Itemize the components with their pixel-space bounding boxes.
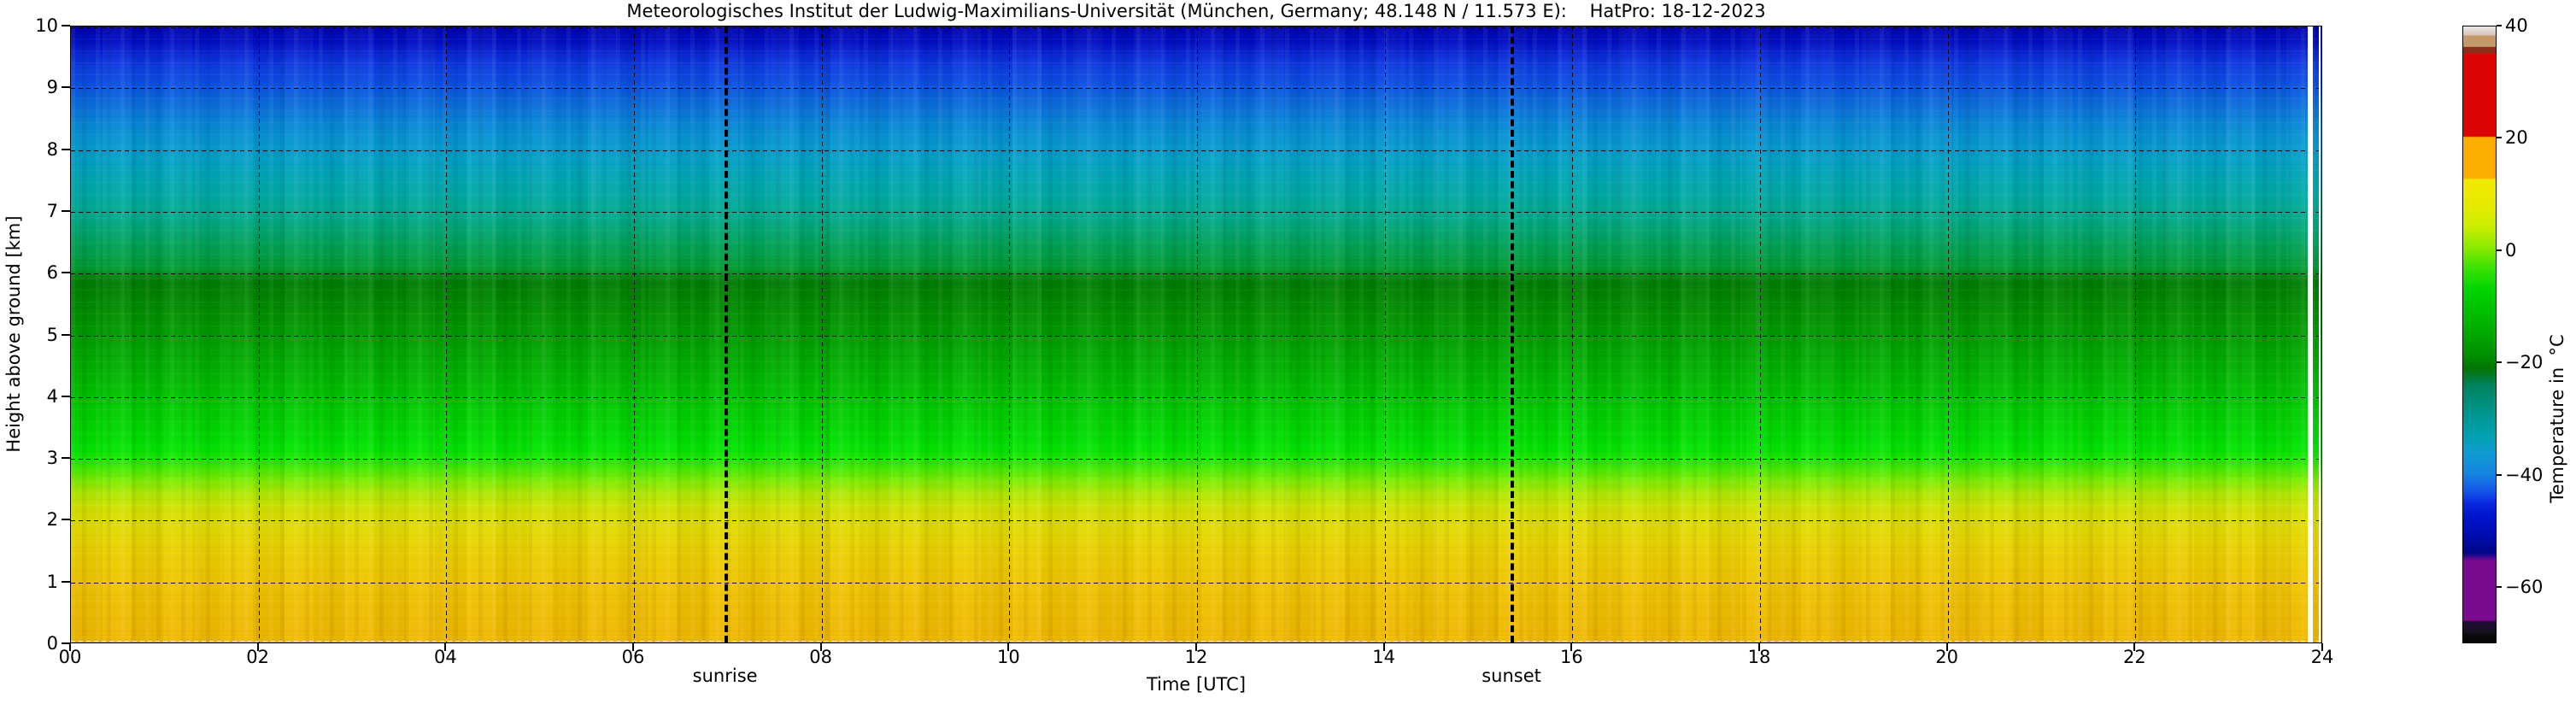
gridline-14h [1384, 26, 1386, 642]
cbar-tick-label--20: −20 [2505, 352, 2544, 373]
cbar-tick-0 [2497, 249, 2502, 251]
x-tick-label-24: 24 [2310, 647, 2334, 667]
y-axis-label: Height above ground [km] [3, 215, 24, 453]
cbar-tick-label-0: 0 [2505, 239, 2517, 261]
gridline-2h [258, 26, 260, 642]
gridline-10km [71, 27, 2321, 28]
y-tick-label-6km: 6 [46, 262, 58, 284]
cbar-tick-label-20: 20 [2505, 127, 2528, 149]
y-tick-4km [62, 395, 70, 397]
x-axis-label: Time [UTC] [1146, 674, 1247, 695]
gridline-12h [1197, 26, 1198, 642]
cbar-tick-40 [2497, 25, 2502, 26]
chart-title: Meteorologisches Institut der Ludwig-Max… [626, 1, 1766, 21]
colorbar-label: Temperature in °C [2547, 334, 2567, 503]
x-tick-label-22: 22 [2122, 647, 2146, 667]
x-tick-label-16: 16 [1559, 647, 1583, 667]
x-tick-label-04: 04 [433, 647, 457, 667]
cbar-tick-label-40: 40 [2505, 15, 2528, 36]
x-tick-14 [1382, 643, 1385, 651]
y-tick-2km [62, 519, 70, 521]
x-tick-00 [69, 643, 71, 651]
x-tick-02 [256, 643, 259, 651]
cbar-tick--20 [2497, 361, 2502, 364]
data-gap-stripe [2319, 26, 2321, 642]
gridline-3km [71, 459, 2321, 461]
cbar-tick--40 [2497, 473, 2502, 476]
sunrise-annotation-label: sunrise [692, 666, 758, 686]
gridline-1km [71, 582, 2321, 584]
gridline-7km [71, 211, 2321, 213]
x-tick-label-00: 00 [58, 647, 82, 667]
heatmap-row-noise [71, 26, 2321, 642]
x-tick-label-14: 14 [1372, 647, 1396, 667]
y-tick-label-5km: 5 [46, 324, 58, 345]
gridline-9km [71, 88, 2321, 90]
x-tick-10 [1007, 643, 1010, 651]
heatmap-column-noise [71, 26, 2321, 642]
y-tick-label-7km: 7 [46, 200, 58, 221]
y-tick-label-3km: 3 [46, 448, 58, 469]
heatmap-plot-area [70, 26, 2322, 643]
y-tick-label-10km: 10 [35, 15, 58, 36]
gridline-22h [2135, 26, 2137, 642]
x-tick-label-20: 20 [1935, 647, 1959, 667]
x-tick-24 [2321, 643, 2323, 651]
gridline-2km [71, 520, 2321, 522]
gridline-20h [1947, 26, 1949, 642]
x-tick-22 [2133, 643, 2136, 651]
colorbar [2462, 26, 2497, 643]
sunrise-line [724, 26, 728, 642]
y-tick-9km [62, 86, 70, 89]
gridline-10h [1009, 26, 1011, 642]
x-tick-08 [819, 643, 822, 651]
y-tick-5km [62, 333, 70, 336]
y-tick-label-4km: 4 [46, 385, 58, 407]
gridline-0km [71, 641, 2321, 642]
cbar-tick--60 [2497, 586, 2502, 589]
x-tick-label-10: 10 [996, 647, 1020, 667]
sunset-annotation-label: sunset [1482, 666, 1541, 686]
x-tick-label-12: 12 [1184, 647, 1208, 667]
y-tick-label-2km: 2 [46, 509, 58, 531]
y-tick-3km [62, 457, 70, 460]
x-tick-label-08: 08 [809, 647, 833, 667]
data-gap-stripe [2308, 26, 2313, 642]
y-tick-label-1km: 1 [46, 571, 58, 592]
x-tick-label-18: 18 [1747, 647, 1771, 667]
gridline-8km [71, 150, 2321, 151]
y-tick-10km [62, 25, 70, 26]
x-tick-20 [1945, 643, 1948, 651]
gridline-18h [1760, 26, 1761, 642]
gridline-8h [821, 26, 823, 642]
gridline-6km [71, 273, 2321, 275]
y-tick-1km [62, 580, 70, 583]
y-tick-label-8km: 8 [46, 138, 58, 160]
x-tick-06 [632, 643, 634, 651]
y-tick-8km [62, 148, 70, 150]
y-tick-0km [62, 642, 70, 644]
x-tick-12 [1195, 643, 1197, 651]
x-tick-label-06: 06 [621, 647, 645, 667]
y-tick-6km [62, 272, 70, 274]
cbar-tick-20 [2497, 137, 2502, 139]
x-tick-04 [444, 643, 447, 651]
gridline-4h [446, 26, 448, 642]
gridline-4km [71, 396, 2321, 398]
x-tick-label-02: 02 [246, 647, 270, 667]
cbar-tick-label--60: −60 [2505, 577, 2544, 598]
x-tick-18 [1758, 643, 1760, 651]
cbar-tick-label--40: −40 [2505, 464, 2544, 485]
y-tick-7km [62, 209, 70, 212]
gridline-5km [71, 335, 2321, 337]
sunset-line [1511, 26, 1515, 642]
gridline-16h [1572, 26, 1574, 642]
gridline-6h [634, 26, 635, 642]
y-tick-label-0km: 0 [46, 633, 58, 654]
y-tick-label-9km: 9 [46, 77, 58, 98]
x-tick-16 [1570, 643, 1573, 651]
